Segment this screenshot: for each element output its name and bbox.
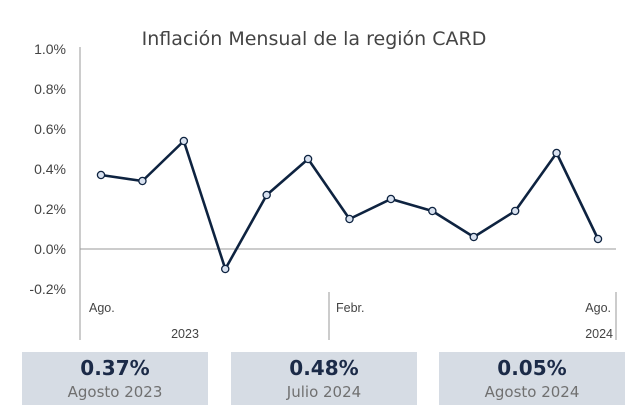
data-point bbox=[179, 136, 189, 146]
summary-card-3-label: Agosto 2024 bbox=[484, 383, 580, 401]
chart-title: Inflación Mensual de la región CARD bbox=[142, 28, 487, 50]
summary-card-3: 0.05% Agosto 2024 bbox=[439, 352, 625, 405]
series-line bbox=[100, 139, 600, 271]
x-category-label: Ago. bbox=[89, 301, 115, 315]
y-tick-label: 0.2% bbox=[34, 201, 66, 217]
data-point bbox=[138, 176, 147, 186]
data-point bbox=[303, 154, 313, 164]
data-point bbox=[386, 194, 396, 204]
summary-card-2-value: 0.48% bbox=[289, 356, 359, 380]
y-tick-label: 0.6% bbox=[34, 121, 66, 137]
summary-card-3-value: 0.05% bbox=[497, 356, 567, 380]
y-tick-label: -0.2% bbox=[29, 281, 66, 297]
data-point bbox=[510, 206, 520, 216]
summary-card-2-label: Julio 2024 bbox=[286, 383, 362, 401]
x-category-label: Febr. bbox=[336, 301, 365, 315]
x-category-label: Ago. bbox=[585, 301, 611, 315]
y-tick-label: 0.8% bbox=[34, 81, 66, 97]
summary-card-1: 0.37% Agosto 2023 bbox=[22, 352, 208, 405]
data-point bbox=[220, 264, 230, 274]
data-point bbox=[469, 232, 478, 242]
y-tick-label: 0.4% bbox=[34, 161, 66, 177]
x-year-label: 2024 bbox=[585, 327, 613, 341]
data-point bbox=[552, 148, 561, 158]
data-point bbox=[96, 170, 106, 180]
y-tick-label: 1.0% bbox=[34, 41, 66, 57]
x-year-label: 2023 bbox=[171, 327, 199, 341]
summary-card-2: 0.48% Julio 2024 bbox=[231, 352, 417, 405]
summary-card-1-label: Agosto 2023 bbox=[67, 383, 163, 401]
data-point bbox=[593, 234, 603, 244]
data-point bbox=[262, 190, 271, 200]
summary-card-1-value: 0.37% bbox=[80, 356, 150, 380]
y-tick-label: 0.0% bbox=[34, 241, 66, 257]
data-point bbox=[428, 206, 437, 216]
inflation-line-chart: Inflación Mensual de la región CARD 1.0%… bbox=[29, 28, 617, 341]
data-point bbox=[345, 214, 354, 224]
